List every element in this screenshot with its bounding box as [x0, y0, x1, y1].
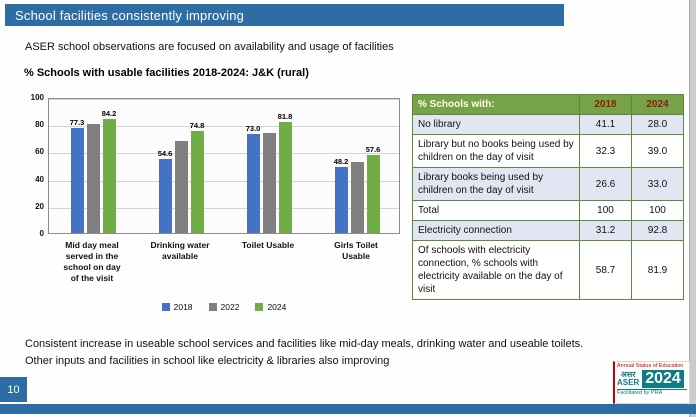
legend-swatch — [161, 303, 170, 311]
chart-plot: 77.3 84.2 54.6 74.8 73.0 81.8 48.2 57.6 — [48, 98, 400, 234]
table-cell-y2024: 28.0 — [631, 114, 684, 135]
legend-item-2022: 2022 — [208, 302, 240, 312]
bar-2018-group2 — [246, 133, 260, 233]
table-row: Of schools with electricity connection, … — [412, 240, 684, 300]
logo-wordmark: असर ASER — [617, 369, 640, 388]
bar-2018-group0 — [70, 127, 84, 233]
page-title: School facilities consistently improving — [15, 7, 245, 23]
bar-value-label: 48.2 — [333, 157, 349, 167]
bar-value-label: 77.3 — [69, 117, 85, 127]
logo-main: असर ASER 2024 — [617, 369, 687, 389]
table-header-2024: 2024 — [631, 94, 684, 115]
bottom-accent-bar — [0, 404, 696, 414]
gridline — [49, 180, 399, 182]
legend-swatch — [208, 303, 217, 311]
y-axis-tick: 60 — [35, 147, 44, 157]
table-row: Library books being used by children on … — [412, 167, 684, 201]
table-cell-label: Of schools with electricity connection, … — [412, 240, 580, 300]
bar-value-label: 84.2 — [101, 108, 117, 118]
bar-2024-group0 — [102, 118, 116, 233]
bar-value-label: 54.6 — [157, 148, 173, 158]
bar-chart: 77.3 84.2 54.6 74.8 73.0 81.8 48.2 57.6 Mid day… — [22, 88, 408, 328]
bar-value-label: 73.0 — [245, 123, 261, 133]
table-cell-label: No library — [412, 114, 580, 135]
table-cell-y2024: 92.8 — [631, 220, 684, 241]
legend-label: 2024 — [267, 302, 287, 312]
y-axis-tick: 40 — [35, 174, 44, 184]
legend-item-2024: 2024 — [255, 302, 286, 312]
category-label: Toilet Usable — [241, 240, 295, 250]
bar-2024-group3 — [366, 154, 380, 233]
chart-title: % Schools with usable facilities 2018-20… — [24, 67, 309, 79]
table-cell-y2024: 33.0 — [631, 167, 684, 201]
category-label: Mid day meal served in the school on day… — [63, 240, 121, 284]
table-cell-label: Electricity connection — [412, 220, 580, 241]
chart-legend: 2018 2022 2024 — [48, 302, 400, 312]
bar-2022-group1 — [174, 140, 188, 233]
chart-category-labels: Mid day meal served in the school on day… — [48, 238, 400, 296]
bar-2022-group3 — [350, 162, 364, 233]
table-row: No library 41.1 28.0 — [412, 114, 684, 135]
table-header-row: % Schools with: 2018 2024 — [412, 94, 684, 115]
table-header-label: % Schools with: — [412, 94, 580, 115]
intro-text: ASER school observations are focused on … — [25, 41, 394, 53]
legend-item-2018: 2018 — [161, 302, 193, 312]
bar-value-label: 81.8 — [277, 111, 293, 121]
aser-logo: Annual Status of Education असर ASER 2024… — [613, 361, 690, 404]
table-cell-y2024: 81.9 — [631, 240, 684, 300]
bar-2018-group3 — [334, 167, 348, 233]
category-label: Drinking water available — [150, 240, 210, 262]
bar-2022-group2 — [262, 133, 276, 233]
table-cell-y2018: 32.3 — [579, 134, 632, 168]
logo-hindi-text: असर — [620, 369, 636, 379]
table-cell-label: Total — [412, 200, 580, 221]
category-label: Girls Toilet Usable — [334, 240, 378, 262]
bar-value-label: 74.8 — [189, 121, 205, 131]
summary-notes: Consistent increase in useable school se… — [25, 336, 583, 369]
table-cell-y2018: 58.7 — [579, 240, 632, 300]
gridline — [49, 207, 399, 209]
table-row: Electricity connection 31.2 92.8 — [412, 220, 684, 241]
table-row: Library but no books being used by child… — [412, 134, 684, 168]
table-cell-y2018: 41.1 — [579, 114, 632, 135]
y-axis-tick: 80 — [35, 120, 44, 130]
logo-facilitator-text: Facilitated by PRA — [617, 389, 687, 396]
page-number: 10 — [0, 377, 27, 402]
y-axis-tick: 0 — [39, 229, 44, 238]
table-cell-y2024: 39.0 — [631, 134, 684, 168]
right-gutter — [689, 0, 696, 417]
table-header-2018: 2018 — [579, 94, 632, 115]
table-cell-y2018: 100 — [579, 200, 632, 221]
summary-note-line: Consistent increase in useable school se… — [25, 338, 584, 350]
bar-2024-group1 — [190, 131, 204, 233]
bar-2022-group0 — [86, 124, 100, 233]
table-cell-y2018: 31.2 — [579, 220, 632, 241]
y-axis-tick: 20 — [35, 201, 44, 211]
table-cell-label: Library but no books being used by child… — [412, 134, 580, 168]
logo-tagline: Annual Status of Education — [617, 363, 684, 369]
bar-2018-group1 — [158, 158, 172, 233]
gridline — [49, 153, 399, 155]
logo-latin-text: ASER — [617, 378, 640, 388]
gridline — [49, 126, 399, 128]
table-cell-y2024: 100 — [631, 200, 684, 221]
legend-swatch — [255, 303, 264, 311]
table-cell-y2018: 26.6 — [579, 167, 632, 201]
gridline — [49, 99, 399, 100]
table-cell-label: Library books being used by children on … — [412, 167, 580, 201]
slide-title-bar: School facilities consistently improving — [5, 4, 564, 26]
logo-year: 2024 — [642, 370, 684, 389]
bar-2024-group2 — [278, 121, 292, 233]
summary-note-line: Other inputs and facilities in school li… — [25, 354, 390, 367]
legend-label: 2022 — [220, 302, 240, 312]
facilities-table: % Schools with: 2018 2024 No library 41.1… — [412, 94, 684, 300]
table-row: Total 100 100 — [412, 200, 684, 221]
bar-value-label: 57.6 — [365, 144, 381, 154]
y-axis-tick: 100 — [30, 93, 44, 102]
legend-label: 2018 — [173, 302, 193, 312]
